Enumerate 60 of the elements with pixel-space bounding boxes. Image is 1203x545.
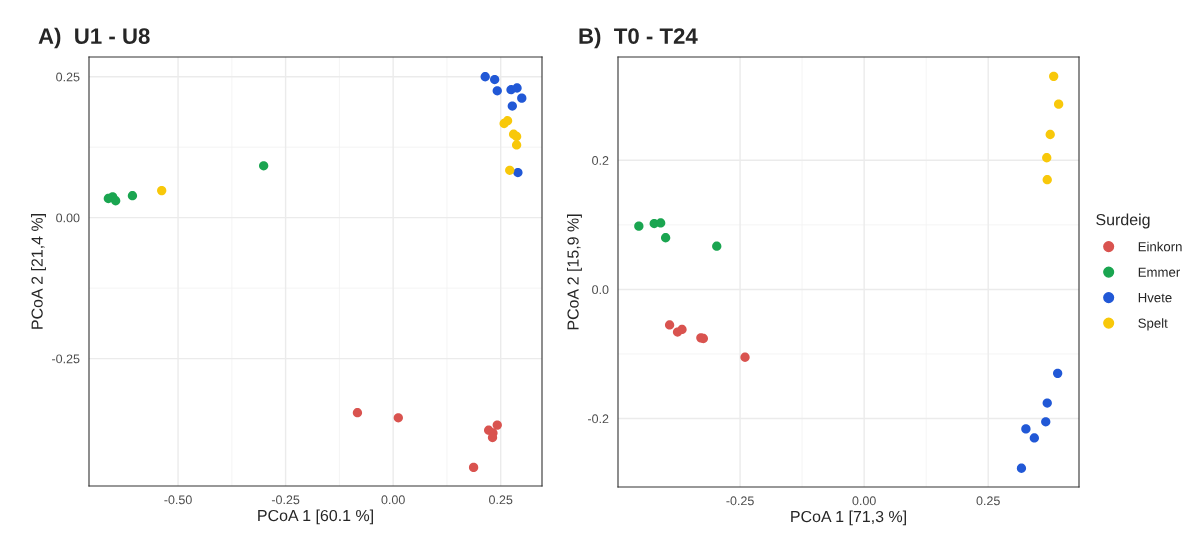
legend-label: Hvete bbox=[1138, 293, 1172, 303]
point bbox=[1042, 175, 1052, 185]
x-axis-title: PCoA 1 [71,3 %] bbox=[791, 510, 906, 526]
point bbox=[259, 161, 269, 171]
x-tick-label: 0.25 bbox=[976, 496, 1000, 506]
y-tick-label: -0.25 bbox=[52, 354, 80, 364]
point bbox=[352, 408, 363, 418]
point bbox=[1049, 71, 1059, 82]
point bbox=[634, 221, 644, 231]
y-axis-title: PCoA 2 [15,9 %] bbox=[566, 214, 582, 330]
point bbox=[660, 233, 671, 243]
chart-title: A) U1 - U8 bbox=[38, 27, 150, 49]
y-tick-label: 0.2 bbox=[592, 156, 609, 165]
point bbox=[517, 93, 527, 103]
point bbox=[677, 324, 687, 335]
x-tick-label: -0.25 bbox=[271, 495, 300, 505]
point bbox=[1029, 433, 1039, 443]
point bbox=[480, 72, 490, 82]
y-axis-title: PCoA 2 [21,4 %] bbox=[31, 214, 46, 329]
point bbox=[111, 196, 121, 206]
point bbox=[505, 165, 515, 175]
point bbox=[492, 420, 502, 430]
legend-title: Surdeig bbox=[1096, 213, 1150, 229]
legend-label: Einkorn bbox=[1138, 241, 1182, 252]
point bbox=[1021, 424, 1031, 434]
point bbox=[511, 140, 522, 150]
point bbox=[513, 167, 523, 178]
point bbox=[1016, 463, 1027, 473]
point bbox=[1053, 368, 1063, 379]
point bbox=[502, 116, 513, 126]
point bbox=[1041, 417, 1051, 427]
point bbox=[127, 191, 138, 201]
x-tick-label: 0.00 bbox=[852, 496, 876, 506]
point bbox=[468, 462, 479, 473]
point bbox=[490, 74, 500, 85]
point bbox=[1042, 398, 1052, 408]
point bbox=[1045, 129, 1055, 140]
x-tick-label: -0.50 bbox=[164, 495, 192, 505]
legend-label: Spelt bbox=[1138, 318, 1168, 331]
x-tick-label: 0.00 bbox=[381, 495, 405, 505]
x-axis-title: PCoA 1 [60.1 %] bbox=[258, 509, 373, 525]
point bbox=[664, 320, 675, 330]
x-tick-label: 0.25 bbox=[489, 495, 513, 505]
x-tick-label: -0.25 bbox=[726, 496, 754, 506]
point bbox=[507, 101, 517, 111]
y-tick-label: 0.0 bbox=[592, 285, 609, 295]
point bbox=[393, 413, 403, 423]
y-tick-label: 0.00 bbox=[56, 213, 80, 223]
chart-title: B) T0 - T24 bbox=[579, 27, 698, 49]
point bbox=[492, 86, 502, 96]
legend-label: Emmer bbox=[1138, 267, 1180, 277]
point bbox=[656, 218, 666, 228]
point bbox=[740, 352, 750, 362]
y-tick-label: 0.25 bbox=[56, 72, 80, 82]
point bbox=[512, 83, 522, 93]
point bbox=[157, 185, 167, 196]
y-tick-label: -0.2 bbox=[587, 414, 609, 424]
point bbox=[712, 241, 722, 251]
point bbox=[1042, 153, 1052, 163]
point bbox=[1054, 99, 1064, 109]
